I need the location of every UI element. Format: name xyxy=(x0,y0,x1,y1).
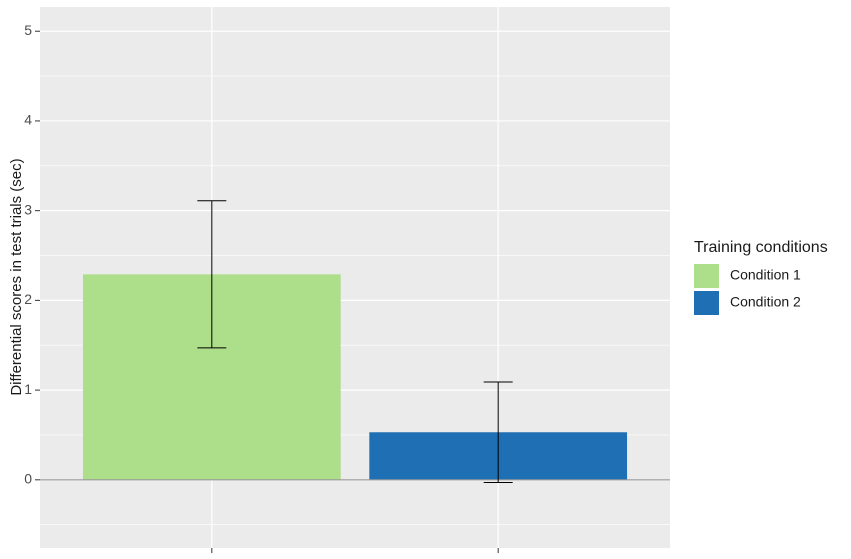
legend-label: Condition 2 xyxy=(730,294,801,310)
y-tick-label: 2 xyxy=(24,291,32,307)
error-bar xyxy=(483,381,513,484)
marks xyxy=(40,200,670,484)
legend-key xyxy=(694,264,719,288)
y-tick-label: 4 xyxy=(24,112,32,128)
error-bar xyxy=(197,200,227,349)
y-tick-label: 1 xyxy=(24,381,32,397)
y-tick-label: 0 xyxy=(24,471,32,487)
y-axis-label: Differential scores in test trials (sec) xyxy=(8,158,25,395)
legend-label: Condition 1 xyxy=(730,267,801,283)
y-tick-label: 3 xyxy=(24,201,32,217)
legend-title: Training conditions xyxy=(694,239,828,256)
legend-key xyxy=(694,291,719,315)
y-tick-label: 5 xyxy=(24,22,32,38)
